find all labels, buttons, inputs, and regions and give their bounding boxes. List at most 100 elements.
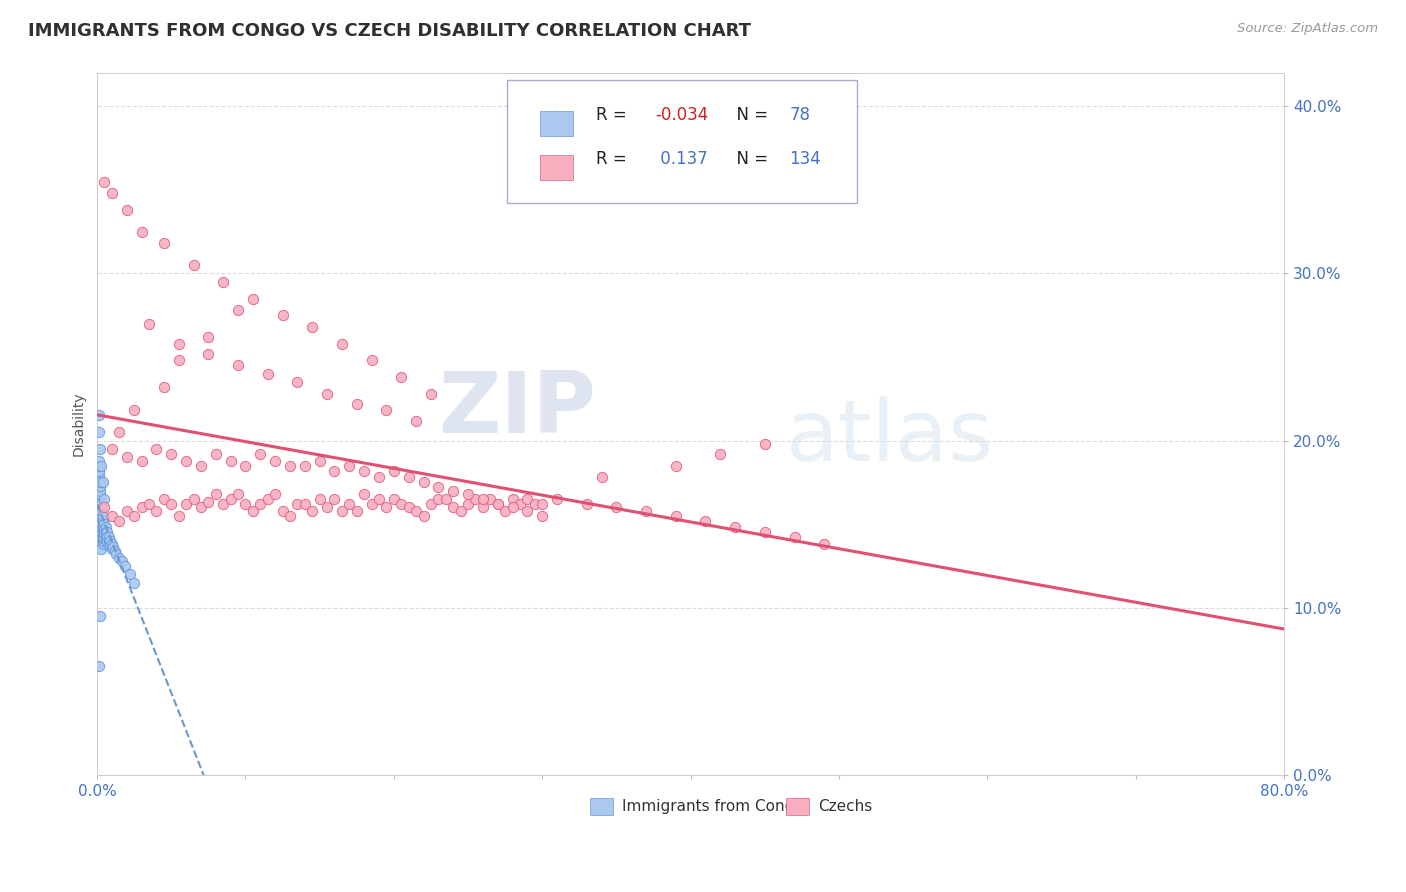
- Point: [190, 500, 212, 515]
- Point: [108, 425, 131, 440]
- Point: [219, 491, 242, 506]
- FancyBboxPatch shape: [540, 111, 574, 136]
- Point: [94, 520, 117, 534]
- Point: [301, 320, 323, 334]
- Point: [89, 531, 111, 545]
- Point: [90, 504, 112, 518]
- Point: [115, 202, 138, 217]
- Point: [89, 478, 111, 492]
- Point: [115, 504, 138, 518]
- Point: [145, 504, 167, 518]
- Point: [398, 470, 420, 484]
- Point: [264, 487, 287, 501]
- Point: [486, 497, 509, 511]
- Point: [375, 403, 398, 417]
- Point: [160, 497, 183, 511]
- Point: [464, 491, 486, 506]
- Point: [93, 491, 115, 506]
- Point: [368, 491, 391, 506]
- Point: [122, 575, 145, 590]
- Point: [122, 403, 145, 417]
- Point: [91, 525, 114, 540]
- Point: [183, 258, 205, 272]
- Point: [87, 497, 110, 511]
- Point: [546, 491, 568, 506]
- Point: [337, 497, 360, 511]
- Point: [115, 450, 138, 465]
- Point: [389, 497, 412, 511]
- Point: [337, 458, 360, 473]
- Point: [91, 508, 114, 523]
- Point: [87, 458, 110, 473]
- Point: [90, 497, 112, 511]
- Point: [271, 308, 294, 322]
- Point: [90, 517, 112, 532]
- FancyBboxPatch shape: [589, 797, 613, 815]
- Point: [353, 464, 375, 478]
- Point: [235, 497, 257, 511]
- Point: [531, 497, 554, 511]
- Point: [330, 504, 353, 518]
- Point: [502, 491, 524, 506]
- Point: [368, 470, 391, 484]
- Point: [90, 458, 112, 473]
- Point: [204, 447, 226, 461]
- Point: [91, 520, 114, 534]
- Point: [89, 491, 111, 506]
- Point: [264, 453, 287, 467]
- Point: [174, 453, 197, 467]
- Point: [101, 442, 124, 456]
- Point: [420, 386, 443, 401]
- Point: [427, 480, 450, 494]
- Point: [105, 547, 128, 561]
- Point: [316, 500, 339, 515]
- Point: [450, 504, 472, 518]
- Point: [174, 497, 197, 511]
- Point: [256, 367, 278, 381]
- Point: [89, 475, 111, 490]
- Point: [502, 500, 524, 515]
- Y-axis label: Disability: Disability: [72, 392, 86, 456]
- Point: [360, 353, 382, 368]
- Point: [219, 453, 242, 467]
- Point: [256, 491, 278, 506]
- Point: [87, 425, 110, 440]
- Point: [405, 504, 427, 518]
- Text: 134: 134: [789, 150, 821, 169]
- Point: [114, 558, 136, 573]
- Point: [94, 535, 117, 549]
- Point: [104, 544, 127, 558]
- Point: [167, 508, 190, 523]
- Point: [97, 531, 120, 545]
- Point: [457, 487, 479, 501]
- Point: [724, 520, 747, 534]
- Point: [235, 458, 257, 473]
- Point: [441, 483, 464, 498]
- Point: [87, 409, 110, 423]
- Point: [96, 535, 118, 549]
- Point: [754, 437, 776, 451]
- Point: [249, 447, 271, 461]
- Point: [783, 531, 806, 545]
- Point: [160, 447, 183, 461]
- Point: [695, 514, 717, 528]
- Text: -0.034: -0.034: [655, 106, 709, 124]
- Point: [405, 413, 427, 427]
- Point: [87, 470, 110, 484]
- Point: [316, 386, 339, 401]
- Point: [509, 497, 531, 511]
- Point: [226, 303, 249, 318]
- Point: [754, 525, 776, 540]
- Point: [813, 537, 835, 551]
- Point: [89, 533, 111, 548]
- Text: Czechs: Czechs: [818, 799, 872, 814]
- Point: [90, 532, 112, 546]
- Point: [486, 497, 509, 511]
- Point: [271, 504, 294, 518]
- Point: [591, 470, 613, 484]
- Point: [382, 464, 405, 478]
- Point: [153, 236, 176, 251]
- Point: [89, 487, 111, 501]
- Point: [101, 186, 124, 201]
- Point: [242, 292, 264, 306]
